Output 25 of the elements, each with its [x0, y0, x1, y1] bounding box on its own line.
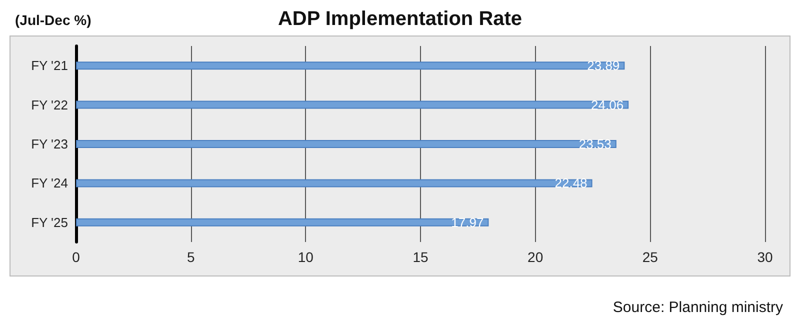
- x-tick-label: 25: [642, 249, 658, 265]
- bar: [76, 218, 489, 226]
- y-tick-label: FY '25: [31, 214, 68, 230]
- x-tick-label: 5: [186, 249, 195, 265]
- source-note: Source: Planning ministry: [612, 299, 784, 316]
- data-label: 23.53: [578, 136, 612, 152]
- chart-subtitle: (Jul-Dec %): [15, 12, 92, 28]
- y-tick-label: FY '23: [31, 136, 68, 152]
- x-tick-label: 20: [528, 249, 544, 265]
- bar: [76, 100, 629, 109]
- x-tick-label: 30: [757, 249, 773, 265]
- chart-title: ADP Implementation Rate: [278, 8, 522, 30]
- x-tick-label: 10: [298, 249, 314, 265]
- data-label: 23.89: [587, 58, 620, 74]
- y-tick-label: FY '22: [31, 97, 68, 112]
- data-label: 22.48: [554, 176, 588, 191]
- data-label: 24.06: [591, 97, 624, 112]
- x-tick-label: 0: [72, 249, 80, 265]
- x-tick-label: 15: [412, 249, 428, 265]
- bar: [76, 62, 625, 70]
- y-tick-label: FY '24: [31, 176, 68, 191]
- bar: [76, 179, 592, 188]
- bar: [76, 140, 616, 148]
- data-label: 17.97: [451, 214, 484, 230]
- y-tick-label: FY '21: [31, 58, 68, 74]
